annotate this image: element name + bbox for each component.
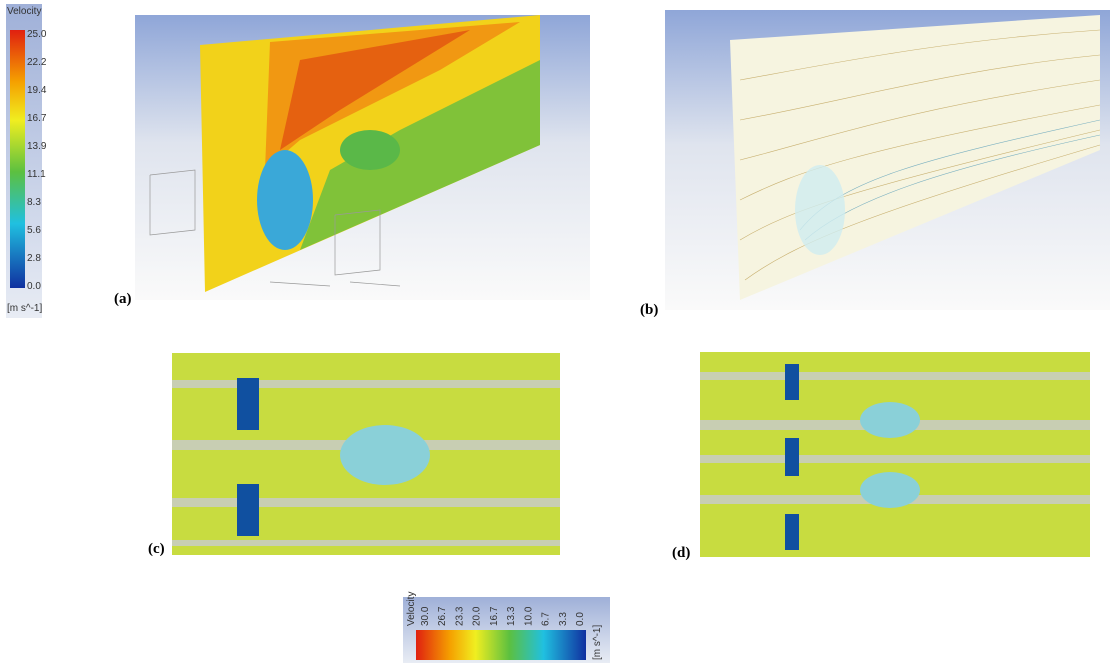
legend-tick-label: 13.3: [506, 606, 517, 626]
legend-tick-label: 11.1: [27, 169, 46, 180]
legend-tick-label: 16.7: [27, 113, 47, 124]
panel-label: (a): [114, 291, 132, 307]
legend-tick-label: 23.3: [454, 606, 465, 626]
obstacle: [785, 364, 799, 400]
legend-tick-label: 30.0: [420, 606, 431, 626]
legend-tick-label: 19.4: [27, 85, 47, 96]
wake-region: [860, 402, 920, 438]
legend-tick-label: 8.3: [27, 197, 41, 208]
colorbar: [416, 630, 586, 660]
recirculation: [257, 150, 313, 250]
panel-label: (d): [672, 545, 690, 561]
legend-tick-label: 25.0: [27, 29, 47, 40]
legend-tick-label: 2.8: [27, 253, 41, 264]
legend-unit: [m s^-1]: [7, 303, 42, 314]
wake-patch: [340, 130, 400, 170]
legend-tick-label: 0.0: [575, 612, 586, 626]
legend-tick-label: 20.0: [472, 606, 483, 626]
legend-title: Velocity: [7, 6, 41, 17]
legend-tick-label: 13.9: [27, 141, 47, 152]
legend-tick-label: 6.7: [541, 612, 552, 626]
wake-region: [860, 472, 920, 508]
legend-tick-label: 5.6: [27, 225, 41, 236]
recirculation: [795, 165, 845, 255]
colorbar: [10, 30, 25, 288]
legend-tick-label: 26.7: [437, 606, 448, 626]
obstacle: [237, 484, 259, 536]
panel-label: (c): [148, 541, 165, 557]
legend-tick-label: 22.2: [27, 57, 47, 68]
legend-tick-label: 0.0: [27, 281, 41, 292]
legend-tick-label: 3.3: [558, 612, 569, 626]
legend-unit: [m s^-1]: [592, 625, 603, 660]
obstacle: [785, 438, 799, 476]
figure: Velocity [m s^-1] 25.0 22.2 19.4 16.7 13.9 11…: [0, 0, 1114, 664]
legend-tick-label: 16.7: [489, 606, 500, 626]
obstacle: [237, 378, 259, 430]
obstacle: [785, 514, 799, 550]
panel-d-bg: [700, 352, 1090, 557]
legend-title: Velocity: [406, 592, 417, 626]
legend-tick-label: 10.0: [523, 606, 534, 626]
panel-label: (b): [640, 302, 658, 318]
wake-region: [340, 425, 430, 485]
